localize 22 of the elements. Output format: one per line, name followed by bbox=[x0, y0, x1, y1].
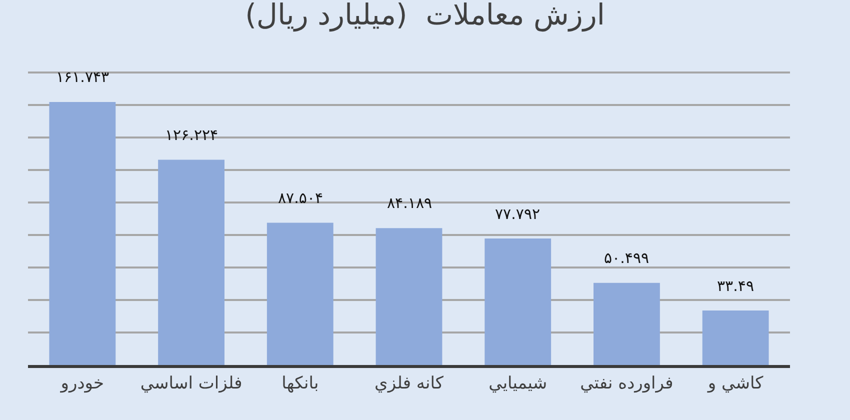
data-label: ۱۲۶.۲۲۴ bbox=[165, 126, 218, 144]
bar bbox=[158, 160, 224, 365]
x-tick-label: خودرو bbox=[60, 373, 104, 394]
x-tick-label: بانکها bbox=[282, 373, 319, 394]
bar bbox=[702, 310, 769, 365]
bar bbox=[376, 228, 442, 365]
bar bbox=[266, 222, 334, 365]
bar bbox=[484, 238, 552, 365]
data-label: ۳۳.۴۹ bbox=[717, 277, 754, 295]
x-tick-label: کاشي و bbox=[706, 373, 764, 394]
x-tick-label: کانه فلزي bbox=[374, 373, 444, 394]
chart-title: ارزش معاملات (میلیارد ریال) bbox=[245, 0, 605, 32]
data-label: ۸۴.۱۸۹ bbox=[387, 194, 432, 212]
data-label: ۱۶۱.۷۴۳ bbox=[56, 68, 110, 86]
bar bbox=[594, 282, 660, 365]
data-label: ۸۷.۵۰۴ bbox=[278, 189, 324, 207]
x-tick-label: فلزات اساسي bbox=[140, 373, 242, 394]
data-label: ۵۰.۴۹۹ bbox=[604, 249, 650, 267]
bar bbox=[49, 102, 116, 365]
data-label: ۷۷.۷۹۲ bbox=[495, 205, 540, 223]
x-tick-label: شيميايي bbox=[488, 373, 548, 394]
x-tick-label: فراورده نفتي bbox=[580, 373, 674, 394]
